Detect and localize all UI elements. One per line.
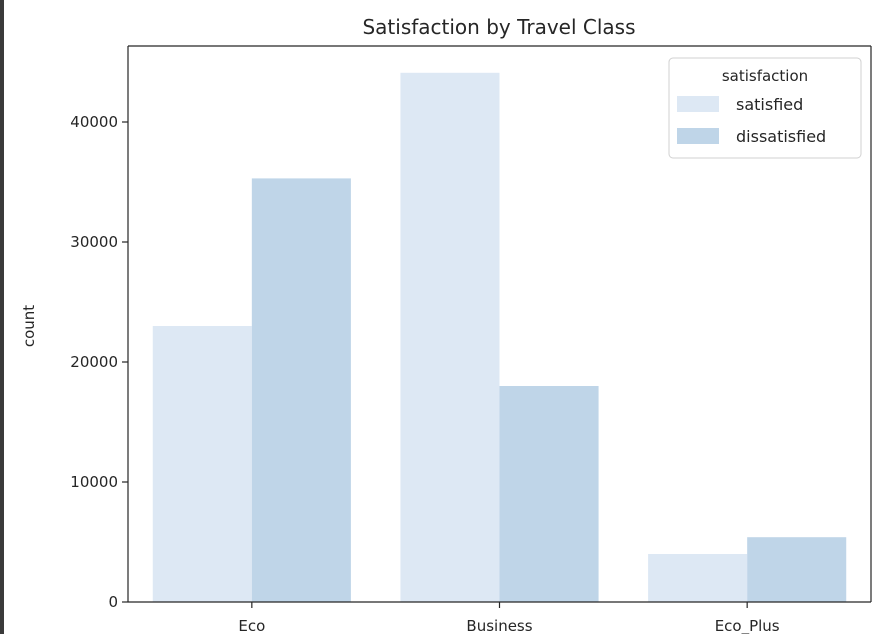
y-tick-label: 10000 [70,473,118,491]
legend-label-dissatisfied: dissatisfied [736,127,826,146]
bar-satisfied-business [400,72,500,603]
bar-satisfied-eco [152,326,252,602]
legend-title: satisfaction [722,67,808,85]
x-tick-label: Business [466,617,532,634]
legend-swatch-satisfied [677,96,719,112]
legend: satisfaction satisfied dissatisfied [668,57,862,159]
legend-items: satisfied dissatisfied [677,95,826,146]
y-tick-label: 30000 [70,233,118,251]
window-edge [0,0,4,634]
bar-dissatisfied-business [499,386,599,602]
y-tick-label: 20000 [70,353,118,371]
chart-title: Satisfaction by Travel Class [362,15,635,39]
x-ticks: Eco Business Eco_Plus [238,602,780,634]
legend-label-satisfied: satisfied [736,95,803,114]
x-tick-label: Eco [238,617,265,634]
bar-satisfied-eco_plus [648,554,748,602]
bars-group [152,72,847,603]
y-tick-label: 40000 [70,113,118,131]
x-tick-label: Eco_Plus [715,617,780,634]
y-axis-label: count [20,305,38,347]
legend-swatch-dissatisfied [677,128,719,144]
bar-dissatisfied-eco [251,178,351,602]
y-tick-label: 0 [108,593,118,611]
y-ticks: 0 10000 20000 30000 40000 [70,113,128,611]
bar-dissatisfied-eco_plus [747,537,847,602]
